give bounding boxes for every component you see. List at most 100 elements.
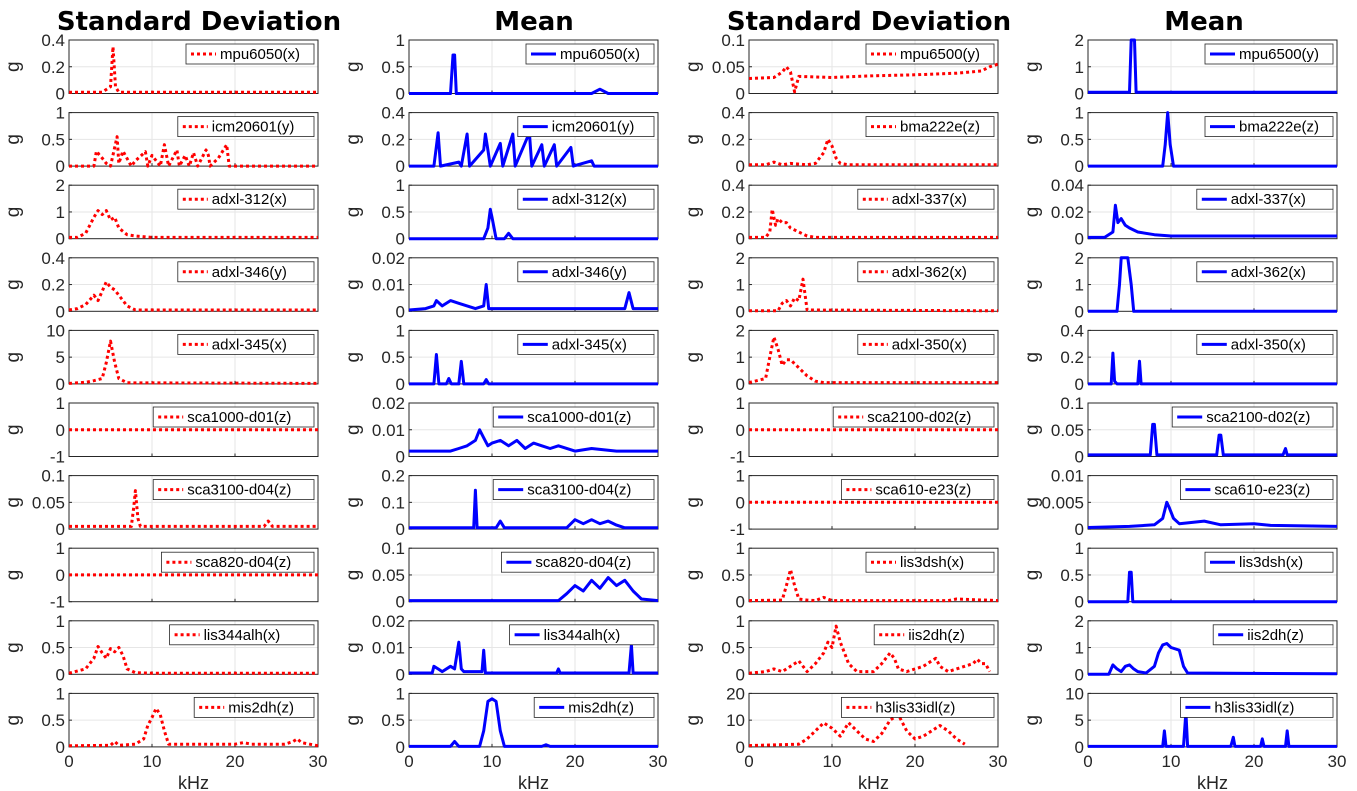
legend-label: sca820-d04(z) — [195, 554, 291, 571]
subplot-icm20601y-std: 0 0.5 1 g icm20601(y) — [3, 104, 319, 176]
data-line — [1088, 111, 1337, 168]
legend-label: adxl-345(x) — [212, 336, 287, 353]
y-tick-label: 1 — [736, 539, 745, 558]
legend-label: mis2dh(z) — [228, 699, 294, 716]
y-tick-label: 0.5 — [721, 639, 745, 658]
legend-box — [492, 406, 655, 428]
subplot-grid: 00.20.4gmpu6050(x)00.51gmpu6050(x)00.050… — [3, 31, 1346, 791]
legend-box — [517, 188, 655, 210]
y-tick-label: 0.2 — [721, 130, 745, 149]
y-tick-label: 2 — [1075, 31, 1084, 50]
subplot-mpu6500y-mean: 0 1 2 g mpu6500(y) — [1022, 31, 1338, 104]
y-tick-label: 5 — [56, 348, 65, 367]
legend-box — [841, 479, 995, 501]
data-line — [409, 640, 658, 675]
y-tick-label: 0.5 — [381, 203, 405, 222]
y-tick-label: 1 — [396, 321, 405, 340]
legend-label: iis2dh(z) — [1247, 627, 1304, 644]
legend-label: adxl-346(y) — [552, 264, 627, 281]
subplot-sca1000-d01z-mean: 0 0.01 0.02 g sca1000-d01(z) — [343, 394, 659, 467]
legend-label: lis344alh(x) — [544, 627, 621, 644]
y-axis-label: g — [343, 715, 364, 726]
y-axis-label: g — [343, 570, 364, 581]
y-tick-label: 1 — [736, 348, 745, 367]
y-tick-label: 0 — [1075, 85, 1084, 104]
y-axis-label: g — [343, 279, 364, 290]
legend-label: lis3dsh(x) — [900, 554, 964, 571]
y-axis-label: g — [343, 497, 364, 508]
y-tick-label: 10 — [726, 711, 745, 730]
legend-label: sca610-e23(z) — [875, 482, 971, 499]
legend-box — [1204, 116, 1334, 137]
legend-label: mis2dh(z) — [568, 699, 634, 716]
data-line — [748, 624, 992, 675]
subplot-lis344alhx-std: 0 0.5 1 g lis344alh(x) — [3, 612, 319, 684]
legend-box — [857, 333, 995, 355]
data-line — [68, 706, 319, 748]
column-title-std-2: Standard Deviation — [727, 7, 1011, 37]
data-line — [1088, 642, 1338, 676]
subplot-bma222ez-mean: 0 0.5 1 g bma222e(z) — [1022, 104, 1338, 176]
legend-label: sca2100-d02(z) — [1206, 409, 1310, 426]
legend-box — [865, 551, 995, 573]
y-axis-label: g — [3, 570, 24, 581]
y-tick-label: 0.5 — [721, 566, 745, 585]
legend-box — [1204, 43, 1334, 65]
subplot-lis3dshx-mean: 0 0.5 1 g lis3dsh(x) — [1022, 539, 1338, 612]
legend-label: mpu6500(y) — [1239, 46, 1319, 63]
x-tick-label: 20 — [1245, 752, 1264, 771]
legend-box — [177, 188, 315, 210]
column-title-mean-1: Mean — [494, 7, 574, 37]
data-line — [409, 488, 658, 530]
y-tick-label: 0.02 — [1051, 203, 1084, 222]
subplot-iis2dhz-std: 0 0.5 1 g iis2dh(z) — [683, 612, 999, 684]
x-tick-label: 30 — [649, 752, 668, 771]
subplot-adxl-362x-std: 0 1 2 g adxl-362(x) — [683, 249, 999, 321]
legend-box — [152, 406, 315, 428]
subplot-sca2100-d02z-std: -1 0 1 g sca2100-d02(z) — [683, 394, 999, 467]
y-tick-label: 0 — [396, 520, 405, 539]
legend-label: h3lis33idl(z) — [875, 699, 955, 716]
subplot-lis344alhx-mean: 0 0.01 0.02 g lis344alh(x) — [343, 612, 659, 684]
x-axis-label: kHz — [178, 773, 209, 791]
y-axis-label: g — [3, 352, 24, 363]
subplot-adxl-312x-mean: 0 0.5 1 g adxl-312(x) — [343, 176, 659, 249]
legend-box — [177, 261, 315, 283]
legend-box — [1204, 551, 1334, 573]
y-axis-label: g — [683, 497, 704, 508]
legend-box — [492, 479, 655, 501]
y-tick-label: 0 — [396, 593, 405, 612]
y-tick-label: 0 — [736, 421, 745, 440]
legend-box — [177, 333, 315, 355]
data-line — [1088, 203, 1337, 239]
y-axis-label: g — [1022, 207, 1043, 218]
data-line — [409, 131, 658, 168]
legend-label: sca3100-d04(z) — [187, 482, 291, 499]
legend-label: bma222e(z) — [1239, 119, 1319, 136]
data-line — [1088, 256, 1337, 313]
legend-box — [857, 261, 995, 283]
y-tick-label: 1 — [736, 467, 745, 486]
subplot-sca3100-d04z-mean: 0 0.1 0.2 g sca3100-d04(z) — [343, 467, 659, 539]
y-axis-label: g — [3, 715, 24, 726]
legend-box — [865, 43, 995, 65]
legend-box — [525, 43, 655, 65]
y-tick-label: 2 — [56, 176, 65, 195]
y-tick-label: 0 — [1075, 157, 1084, 176]
y-axis-label: g — [1022, 134, 1043, 145]
data-line — [748, 335, 998, 385]
y-tick-label: 1 — [1075, 58, 1084, 77]
x-tick-label: 20 — [566, 752, 585, 771]
y-tick-label: 0 — [56, 157, 65, 176]
y-tick-label: 0 — [1075, 520, 1084, 539]
legend-box — [1180, 479, 1334, 501]
y-tick-label: 0.2 — [1060, 348, 1084, 367]
y-tick-label: 0 — [1075, 593, 1084, 612]
subplot-sca1000-d01z-std: -1 0 1 g sca1000-d01(z) — [3, 394, 319, 467]
y-tick-label: 1 — [396, 31, 405, 50]
y-tick-label: 0.02 — [372, 612, 405, 631]
y-tick-label: -1 — [730, 520, 745, 539]
y-axis-label: g — [343, 61, 364, 72]
y-tick-label: 0.5 — [381, 348, 405, 367]
legend-label: sca1000-d01(z) — [527, 409, 631, 426]
